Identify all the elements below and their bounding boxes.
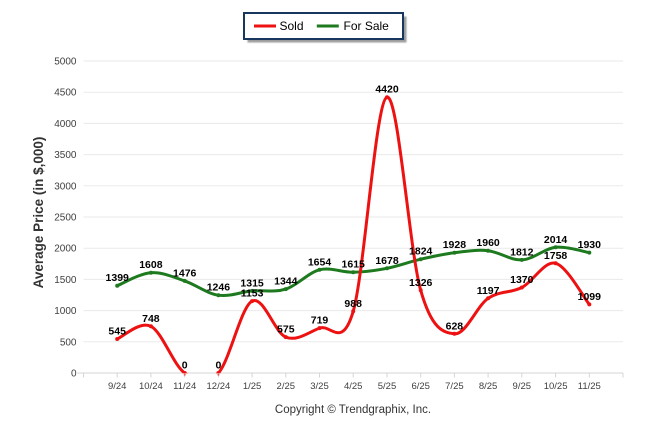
svg-text:1000: 1000 [54, 306, 77, 317]
svg-text:4500: 4500 [54, 88, 77, 99]
svg-text:0: 0 [215, 360, 221, 372]
svg-text:1344: 1344 [274, 276, 298, 288]
svg-text:1370: 1370 [510, 274, 534, 286]
svg-text:1615: 1615 [342, 259, 366, 271]
svg-text:4/25: 4/25 [344, 381, 363, 392]
svg-text:500: 500 [60, 337, 77, 348]
svg-text:Average Price (in $,000): Average Price (in $,000) [31, 137, 46, 289]
svg-text:2000: 2000 [54, 244, 77, 255]
svg-text:1678: 1678 [375, 255, 399, 267]
svg-text:4420: 4420 [375, 84, 399, 96]
svg-text:1/25: 1/25 [243, 381, 262, 392]
svg-text:1960: 1960 [476, 237, 500, 249]
svg-text:3500: 3500 [54, 150, 77, 161]
svg-text:1654: 1654 [308, 256, 332, 268]
svg-text:1153: 1153 [241, 288, 264, 300]
svg-text:8/25: 8/25 [479, 381, 498, 392]
svg-text:11/25: 11/25 [578, 381, 601, 392]
svg-text:12/24: 12/24 [207, 381, 231, 392]
svg-text:719: 719 [311, 315, 329, 327]
svg-text:1930: 1930 [578, 239, 602, 251]
svg-text:1099: 1099 [578, 291, 602, 303]
svg-text:1928: 1928 [443, 239, 467, 251]
svg-text:2500: 2500 [54, 213, 77, 224]
svg-text:1197: 1197 [477, 285, 500, 297]
svg-text:1246: 1246 [207, 282, 231, 294]
svg-text:0: 0 [71, 369, 77, 380]
svg-text:4000: 4000 [54, 119, 77, 130]
svg-text:1824: 1824 [409, 246, 433, 258]
svg-text:1476: 1476 [173, 267, 197, 279]
svg-text:6/25: 6/25 [411, 381, 430, 392]
svg-text:10/24: 10/24 [139, 381, 163, 392]
svg-text:9/25: 9/25 [513, 381, 532, 392]
svg-text:0: 0 [182, 360, 188, 372]
svg-text:988: 988 [344, 298, 362, 310]
svg-text:1315: 1315 [240, 277, 264, 289]
svg-text:2/25: 2/25 [277, 381, 296, 392]
svg-text:Sold: Sold [280, 19, 304, 33]
svg-text:For Sale: For Sale [344, 19, 390, 33]
svg-text:1500: 1500 [54, 275, 77, 286]
svg-text:1758: 1758 [544, 250, 568, 262]
svg-text:575: 575 [277, 324, 295, 336]
svg-text:11/24: 11/24 [173, 381, 196, 392]
svg-text:1399: 1399 [106, 272, 130, 284]
svg-text:9/24: 9/24 [108, 381, 127, 392]
svg-text:10/25: 10/25 [544, 381, 568, 392]
svg-text:Copyright © Trendgraphix, Inc.: Copyright © Trendgraphix, Inc. [275, 404, 431, 416]
svg-text:5/25: 5/25 [378, 381, 397, 392]
svg-text:1812: 1812 [510, 246, 534, 258]
svg-text:1326: 1326 [409, 277, 433, 289]
svg-text:3/25: 3/25 [310, 381, 329, 392]
svg-text:3000: 3000 [54, 181, 77, 192]
svg-text:628: 628 [446, 320, 464, 332]
svg-text:7/25: 7/25 [445, 381, 464, 392]
svg-text:2014: 2014 [544, 234, 568, 246]
svg-text:5000: 5000 [54, 57, 77, 68]
svg-text:748: 748 [142, 313, 160, 325]
svg-text:1608: 1608 [139, 259, 163, 271]
svg-text:545: 545 [108, 326, 126, 338]
